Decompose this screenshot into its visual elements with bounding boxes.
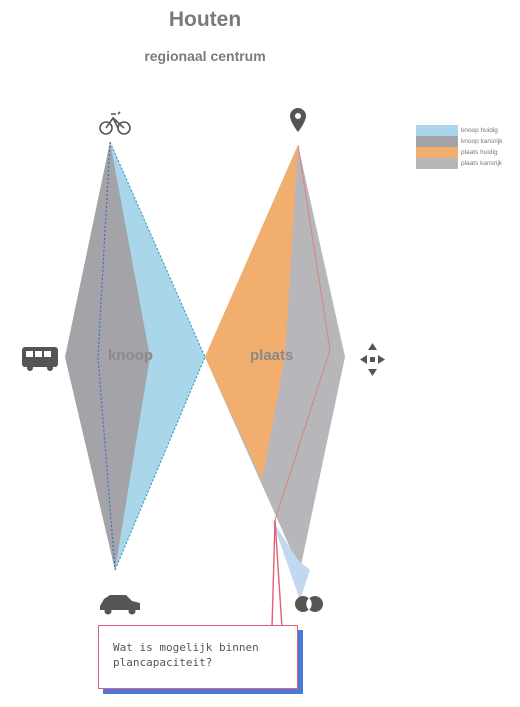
callout-line-1: Wat is mogelijk binnen	[113, 641, 259, 654]
knoop-outline-line	[109, 141, 206, 571]
location-pin-icon	[290, 108, 306, 132]
knoop-label: knoop	[108, 347, 153, 364]
legend: knoop huidig knoop kansrijk plaats huidi…	[416, 125, 516, 169]
legend-swatch	[416, 125, 458, 136]
knoop-kansrijk-line	[97, 141, 116, 571]
legend-item-knoop-kansrijk: knoop kansrijk	[416, 136, 516, 147]
callout-box: Wat is mogelijk binnen plancapaciteit?	[98, 625, 298, 689]
callout-pointer-right	[274, 519, 283, 629]
legend-item-knoop-huidig: knoop huidig	[416, 125, 516, 136]
legend-label: plaats huidig	[461, 149, 498, 156]
diagram-subtitle: regionaal centrum	[144, 48, 266, 64]
plaats-huidig-area	[205, 145, 298, 480]
diagram-title: Houten	[168, 8, 242, 31]
arrows-center-icon	[360, 343, 385, 376]
legend-item-plaats-kansrijk: plaats kansrijk	[416, 158, 516, 169]
bus-icon	[22, 347, 58, 371]
legend-label: plaats kansrijk	[461, 160, 503, 167]
circles-icon	[295, 596, 323, 612]
car-icon	[100, 595, 140, 615]
legend-swatch	[416, 147, 458, 158]
legend-label: knoop kansrijk	[461, 138, 503, 145]
legend-label: knoop huidig	[461, 127, 498, 134]
callout-pointer-left	[271, 519, 276, 629]
callout-line-2: plancapaciteit?	[113, 656, 213, 669]
legend-swatch	[416, 158, 458, 169]
knoop-kansrijk-area	[65, 142, 205, 570]
plaats-kansrijk-line	[274, 144, 331, 521]
plaats-lower-accent	[272, 520, 310, 600]
bicycle-icon	[99, 111, 131, 135]
legend-item-plaats-huidig: plaats huidig	[416, 147, 516, 158]
plaats-label: plaats	[250, 347, 294, 364]
knoop-huidig-area	[110, 142, 205, 570]
legend-swatch	[416, 136, 458, 147]
